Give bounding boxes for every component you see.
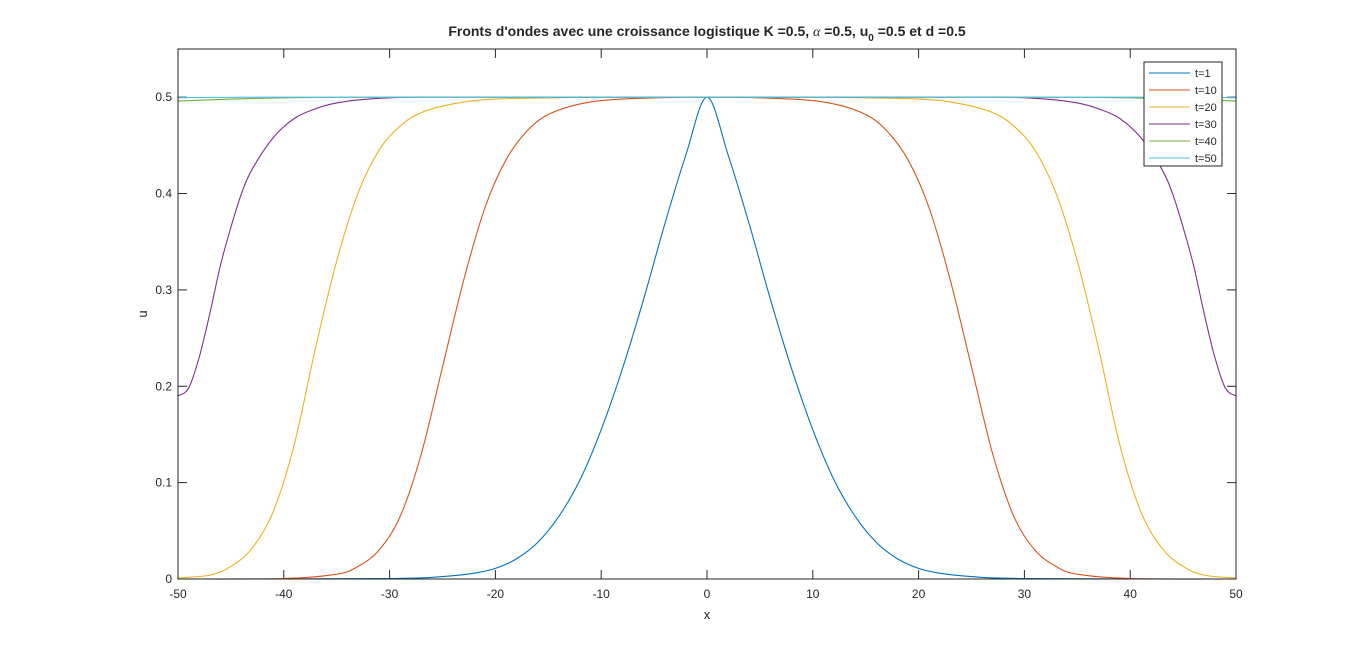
y-tick-label: 0.4 (155, 187, 172, 201)
legend-entry: t=1 (1195, 68, 1211, 80)
x-tick-label: 20 (912, 587, 926, 601)
y-tick-label: 0.1 (155, 476, 172, 490)
legend-entry: t=10 (1195, 85, 1217, 97)
y-axis-label: u (135, 310, 150, 317)
x-tick-label: -20 (487, 587, 505, 601)
x-tick-label: -30 (381, 587, 399, 601)
legend-entry: t=40 (1195, 136, 1217, 148)
x-tick-label: -40 (275, 587, 293, 601)
y-tick-label: 0.5 (155, 90, 172, 104)
x-tick-label: 10 (806, 587, 820, 601)
plot-area (178, 49, 1236, 579)
x-tick-label: 30 (1018, 587, 1032, 601)
x-tick-label: 40 (1124, 587, 1138, 601)
x-tick-label: 50 (1229, 587, 1243, 601)
y-tick-label: 0.3 (155, 283, 172, 297)
legend-entry: t=20 (1195, 102, 1217, 114)
legend-entry: t=50 (1195, 153, 1217, 165)
x-tick-label: -10 (593, 587, 611, 601)
x-tick-label: -50 (169, 587, 187, 601)
y-tick-label: 0 (165, 572, 172, 586)
x-tick-label: 0 (704, 587, 711, 601)
legend: t=1 t=10 t=20 t=30 t=40 t=50 (1144, 62, 1222, 166)
legend-entry: t=30 (1195, 119, 1217, 131)
x-axis-label: x (704, 607, 711, 622)
chart-title: Fronts d'ondes avec une croissance logis… (448, 23, 966, 44)
y-tick-label: 0.2 (155, 379, 172, 393)
